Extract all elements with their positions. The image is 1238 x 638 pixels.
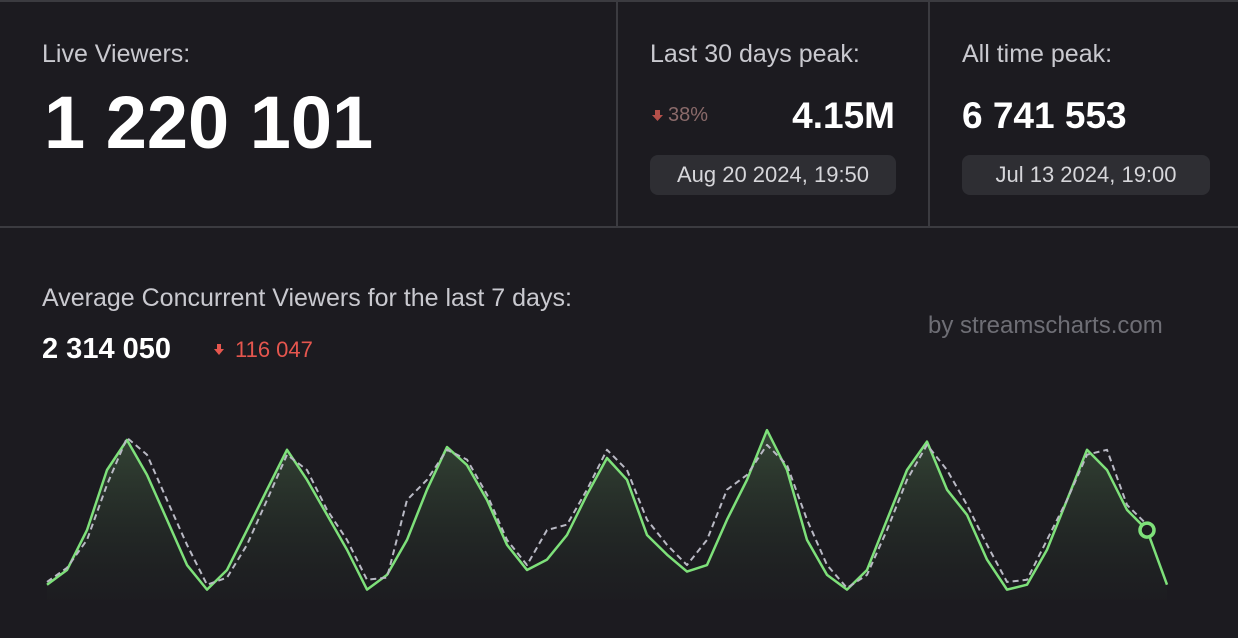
all-time-value: 6 741 553 (962, 95, 1127, 136)
average-change: 116 047 (235, 337, 313, 362)
live-value: 1 220 101 (44, 81, 374, 164)
credit: by streamscharts.com (928, 312, 1163, 339)
border (0, 0, 1238, 2)
divider (928, 0, 930, 226)
line (46, 428, 1169, 591)
divider (616, 0, 618, 226)
month-peak-date: Aug 20 2024, 19:50 (650, 155, 896, 195)
area (47, 430, 1167, 600)
all-time-date: Jul 13 2024, 19:00 (962, 155, 1210, 195)
all-time-label: All time peak: (962, 40, 1113, 68)
line (46, 436, 1148, 589)
month-peak-value: 4.15M (792, 95, 895, 136)
live-label: Live Viewers: (42, 40, 191, 68)
month-peak-label: Last 30 days peak: (650, 40, 860, 68)
current-marker (1138, 521, 1156, 539)
divider (0, 226, 1238, 228)
average-label: Average Concurrent Viewers for the last … (42, 284, 572, 312)
month-peak-change: 38% (668, 104, 709, 126)
average-value: 2 314 050 (42, 333, 172, 365)
